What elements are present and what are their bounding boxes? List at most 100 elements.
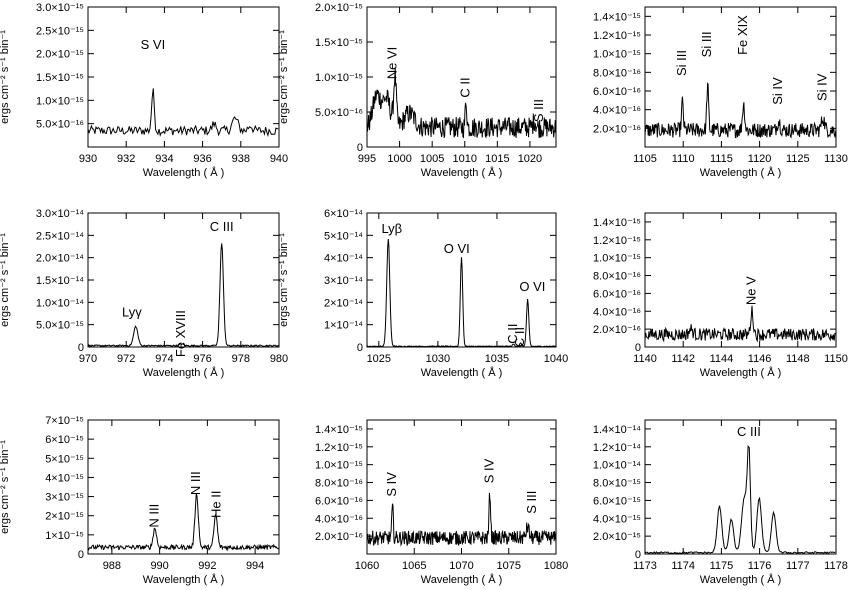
y-tick-label: 6×10⁻¹⁵ bbox=[45, 434, 84, 446]
chart-panel-6: 1140 1142 1144 1146 1148 1150 2.0×10⁻¹⁶ 4.0×10⁻… bbox=[593, 212, 848, 379]
y-tick-label-zero: 0 bbox=[78, 342, 84, 354]
y-tick-label: 1.4×10⁻¹⁵ bbox=[315, 424, 363, 436]
y-tick-label: 8.0×10⁻¹⁶ bbox=[315, 478, 363, 490]
y-tick-label: 1.2×10⁻¹⁵ bbox=[315, 442, 363, 454]
x-tick-label: 978 bbox=[232, 353, 250, 365]
y-tick-label: 1×10⁻¹⁴ bbox=[324, 320, 363, 332]
y-tick-label: 5.0×10⁻¹⁶ bbox=[315, 107, 363, 119]
plot-frame bbox=[644, 419, 837, 555]
x-tick-label: 990 bbox=[150, 560, 168, 572]
y-tick-label: 6.0×10⁻¹⁵ bbox=[593, 495, 641, 507]
y-tick-label-zero: 0 bbox=[635, 549, 641, 561]
chart-panel-2: 995 1000 1005 1010 1015 1020 5.0×10⁻¹⁶ 1.0×10⁻¹… bbox=[278, 2, 557, 179]
y-tick-label: 2.5×10⁻¹⁵ bbox=[36, 25, 84, 37]
x-axis-title: Wavelength ( Å ) bbox=[143, 166, 225, 179]
x-tick-label: 938 bbox=[232, 153, 250, 165]
y-tick-label: 1.0×10⁻¹⁵ bbox=[315, 460, 363, 472]
line-id-label: C II bbox=[505, 323, 520, 343]
x-tick-label: 1178 bbox=[824, 560, 848, 572]
chart-panel-3: 1105 1110 1115 1120 1125 1130 2.0×10⁻¹⁶ 4.0×10⁻… bbox=[593, 6, 848, 179]
spectrum-line bbox=[644, 305, 836, 343]
x-axis-title: Wavelength ( Å ) bbox=[421, 166, 503, 179]
spectrum-line bbox=[366, 67, 557, 139]
y-tick-label: 4.0×10⁻¹⁶ bbox=[593, 105, 641, 117]
x-tick-label: 974 bbox=[155, 353, 173, 365]
y-tick-label: 3×10⁻¹⁴ bbox=[324, 275, 363, 287]
x-tick-label: 1040 bbox=[544, 353, 568, 365]
y-tick-label: 8.0×10⁻¹⁵ bbox=[593, 478, 641, 490]
y-tick-label: 4.0×10⁻¹⁶ bbox=[315, 513, 363, 525]
line-id-label: Si IV bbox=[770, 77, 785, 105]
x-tick-label: 1173 bbox=[633, 560, 657, 572]
y-tick-label: 1.5×10⁻¹⁵ bbox=[315, 37, 363, 49]
x-axis-title: Wavelength ( Å ) bbox=[700, 366, 782, 379]
y-tick-label: 1.4×10⁻¹⁵ bbox=[593, 11, 641, 23]
y-tick-label: 1.4×10⁻¹⁴ bbox=[593, 424, 641, 436]
y-tick-label: 1.0×10⁻¹⁵ bbox=[593, 49, 641, 61]
x-tick-label: 1174 bbox=[671, 560, 695, 572]
x-tick-label: 936 bbox=[193, 153, 211, 165]
y-tick-label-zero: 0 bbox=[357, 142, 363, 154]
line-id-label: Fe XVIII bbox=[173, 310, 188, 357]
chart-panel-9: 1173 1174 1175 1176 1177 1178 2.0×10⁻¹⁵ 4.0×10⁻… bbox=[593, 419, 848, 586]
x-tick-label: 988 bbox=[103, 560, 121, 572]
y-tick-label: 1.0×10⁻¹⁴ bbox=[593, 460, 641, 472]
y-tick-label: 3.0×10⁻¹⁴ bbox=[36, 208, 84, 220]
y-tick-label: 1.5×10⁻¹⁵ bbox=[36, 72, 84, 84]
chart-panel-1: 930 932 934 936 938 940 5.0×10⁻¹⁶ 1.0×10⁻¹⁵ 1.5×… bbox=[0, 2, 288, 179]
y-tick-label: 2.0×10⁻¹⁵ bbox=[593, 531, 641, 543]
chart-panel-5: 1025 1030 1035 1040 1×10⁻¹⁴ 2×10⁻¹⁴ 3×10⁻¹⁴ 4×1… bbox=[278, 208, 568, 379]
line-id-label: S III bbox=[524, 491, 539, 514]
x-tick-label: 1075 bbox=[497, 560, 521, 572]
x-tick-label: 1025 bbox=[367, 353, 391, 365]
line-id-label: S III bbox=[531, 99, 546, 122]
x-tick-label: 1130 bbox=[824, 153, 848, 165]
y-tick-label: 4.0×10⁻¹⁵ bbox=[593, 513, 641, 525]
y-tick-label: 2.0×10⁻¹⁶ bbox=[593, 123, 641, 135]
x-axis-title: Wavelength ( Å ) bbox=[421, 573, 503, 586]
y-axis-title: ergs cm⁻² s⁻¹ bin⁻¹ bbox=[278, 30, 290, 124]
y-tick-label: 1×10⁻¹⁵ bbox=[45, 530, 84, 542]
line-id-label: Lyβ bbox=[381, 221, 402, 236]
x-tick-label: 1030 bbox=[426, 353, 450, 365]
line-id-label: C III bbox=[737, 424, 761, 439]
spectrum-line bbox=[366, 492, 557, 547]
line-id-label: Lyγ bbox=[122, 305, 142, 320]
x-tick-label: 976 bbox=[193, 353, 211, 365]
y-tick-label-zero: 0 bbox=[357, 342, 363, 354]
y-tick-label: 1.0×10⁻¹⁴ bbox=[36, 297, 84, 309]
y-tick-label: 1.0×10⁻¹⁵ bbox=[36, 95, 84, 107]
spectrum-line bbox=[87, 492, 279, 552]
x-tick-label: 1110 bbox=[672, 153, 695, 165]
x-axis-title: Wavelength ( Å ) bbox=[700, 573, 782, 586]
y-tick-label: 5.0×10⁻¹⁵ bbox=[36, 320, 84, 332]
y-tick-label: 4.0×10⁻¹⁶ bbox=[593, 306, 641, 318]
y-tick-label: 5×10⁻¹⁵ bbox=[45, 453, 84, 465]
line-id-label: Ne V bbox=[743, 276, 758, 305]
line-id-label: O VI bbox=[444, 241, 470, 256]
line-id-label: C II bbox=[512, 327, 527, 347]
x-tick-label: 1070 bbox=[449, 560, 473, 572]
y-tick-label: 1.0×10⁻¹⁵ bbox=[315, 72, 363, 84]
y-tick-label: 4×10⁻¹⁴ bbox=[324, 253, 363, 265]
y-tick-label: 3×10⁻¹⁵ bbox=[45, 492, 84, 504]
chart-panel-8: 1060 1065 1070 1075 1080 2.0×10⁻¹⁶ 4.0×10⁻¹⁶ 6.… bbox=[315, 419, 568, 586]
y-axis-title: ergs cm⁻² s⁻¹ bin⁻¹ bbox=[0, 30, 11, 124]
x-tick-label: 1000 bbox=[387, 153, 411, 165]
x-tick-label: 970 bbox=[79, 353, 97, 365]
y-tick-label: 2.0×10⁻¹⁶ bbox=[593, 324, 641, 336]
y-axis-title: ergs cm⁻² s⁻¹ bin⁻¹ bbox=[0, 440, 11, 534]
x-tick-label: 995 bbox=[358, 153, 376, 165]
y-tick-label: 5×10⁻¹⁴ bbox=[324, 230, 363, 242]
y-tick-label: 2.0×10⁻¹⁴ bbox=[36, 253, 84, 265]
x-tick-label: 1177 bbox=[786, 560, 810, 572]
x-tick-label: 1140 bbox=[633, 353, 657, 365]
y-tick-label-zero: 0 bbox=[635, 342, 641, 354]
x-tick-label: 1080 bbox=[544, 560, 568, 572]
x-tick-label: 932 bbox=[117, 153, 135, 165]
y-tick-label: 2×10⁻¹⁵ bbox=[45, 511, 84, 523]
line-id-label: C III bbox=[210, 219, 234, 234]
y-tick-label: 6.0×10⁻¹⁶ bbox=[593, 288, 641, 300]
y-axis-title: ergs cm⁻² s⁻¹ bin⁻¹ bbox=[278, 233, 290, 327]
line-id-label: Si III bbox=[674, 50, 689, 76]
